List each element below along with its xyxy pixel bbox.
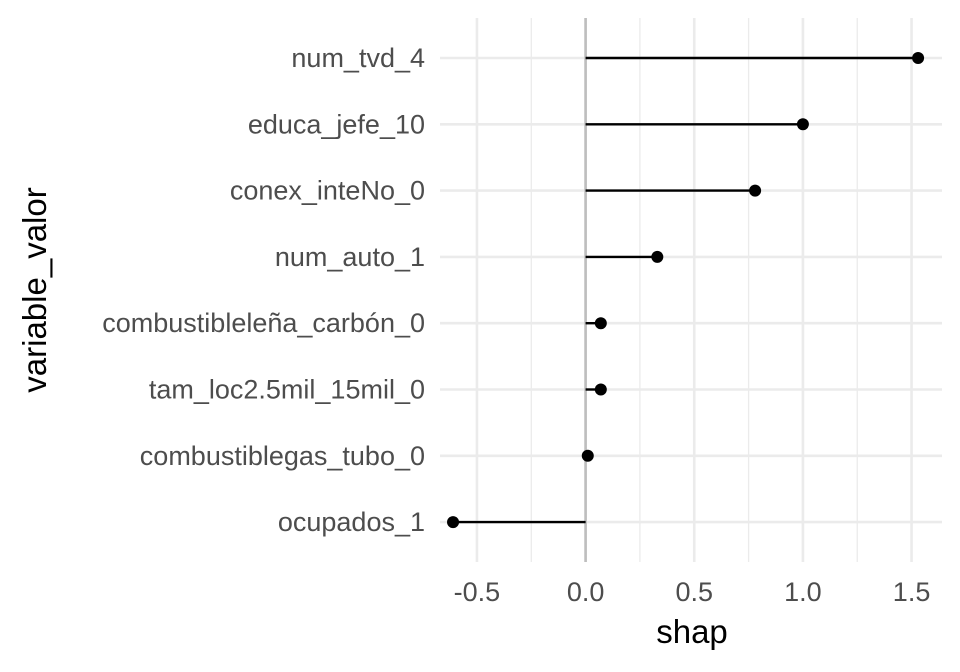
y-tick-label: tam_loc2.5mil_15mil_0	[149, 375, 425, 405]
y-tick-label: conex_inteNo_0	[230, 176, 425, 206]
lollipop-point	[447, 516, 460, 529]
lollipop-marks	[447, 52, 925, 529]
y-tick-label: num_tvd_4	[291, 43, 425, 73]
lollipop-point	[651, 250, 664, 263]
lollipop-point	[594, 383, 607, 396]
x-tick-label: 1.5	[893, 577, 931, 607]
y-tick-label: num_auto_1	[275, 242, 425, 272]
y-tick-label: ocupados_1	[278, 507, 425, 537]
lollipop-point	[581, 449, 594, 462]
x-tick-label: 1.0	[784, 577, 822, 607]
lollipop-point	[594, 317, 607, 330]
lollipop-point	[749, 184, 762, 197]
x-tick-labels: -0.5 0.0 0.5 1.0 1.5	[454, 577, 931, 607]
lollipop-point	[796, 118, 809, 131]
y-axis-title: variable_valor	[16, 187, 53, 392]
grid	[440, 18, 942, 562]
y-tick-labels: num_tvd_4 educa_jefe_10 conex_inteNo_0 num_…	[102, 43, 425, 537]
y-tick-label: combustiblegas_tubo_0	[140, 441, 425, 471]
lollipop-point	[912, 52, 925, 64]
x-tick-label: 0.5	[675, 577, 713, 607]
y-tick-label: combustibleleña_carbón_0	[102, 308, 425, 338]
y-tick-label: educa_jefe_10	[248, 109, 425, 139]
x-tick-label: 0.0	[567, 577, 605, 607]
x-axis-title: shap	[656, 613, 728, 650]
x-tick-label: -0.5	[454, 577, 501, 607]
